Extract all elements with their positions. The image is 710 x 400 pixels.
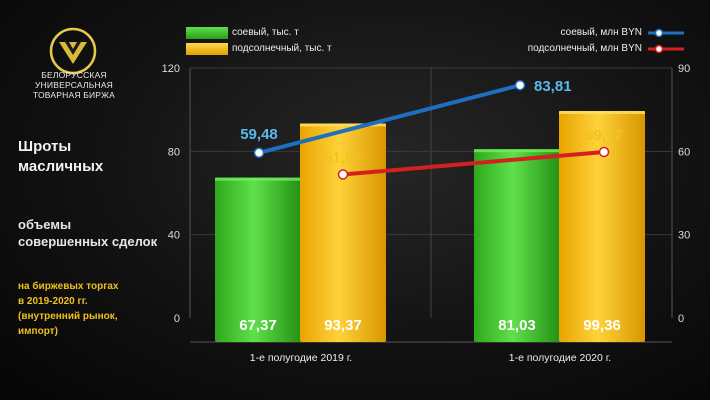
legend-label-sun-line: подсолнечный, млн BYN	[527, 43, 642, 54]
bar-top	[300, 123, 386, 127]
chart-subtitle-line: объемы	[18, 217, 72, 232]
bar	[300, 123, 386, 343]
chart-subtitle-line: совершенных сделок	[18, 234, 158, 249]
exchange-logo-icon	[49, 27, 97, 75]
series-line	[258, 83, 521, 155]
bar	[215, 177, 301, 342]
chart-note-line: на биржевых торгах	[18, 281, 119, 292]
series-point	[514, 79, 526, 91]
exchange-name: БЕЛОРУССКАЯ УНИВЕРСАЛЬНАЯ ТОВАРНАЯ БИРЖА	[14, 70, 134, 100]
legend-label-sun-bar: подсолнечный, тыс. т	[232, 43, 332, 54]
exchange-name-line: ТОВАРНАЯ БИРЖА	[32, 90, 116, 100]
y-right-tick-label: 30	[678, 230, 690, 242]
bar-data-label: 81,03	[498, 317, 536, 334]
series-line	[342, 149, 605, 177]
bar-top	[474, 149, 560, 153]
series-point	[337, 169, 349, 180]
exchange-name-line: УНИВЕРСАЛЬНАЯ	[34, 80, 114, 90]
bar-top	[559, 111, 645, 114]
chart-subtitle: объемы совершенных сделок	[18, 216, 178, 250]
chart-note-line: в 2019-2020 гг.	[18, 296, 88, 307]
chart-title-line: масличных	[18, 158, 104, 175]
line-data-label: 59,48	[240, 126, 278, 143]
chart-title-line: Шроты	[18, 138, 72, 155]
y-left-tick-label: 0	[174, 313, 180, 325]
line-data-label: 83,81	[534, 78, 572, 95]
chart-title: Шроты масличных	[18, 137, 168, 177]
chart-note: на биржевых торгах в 2019-2020 гг. (внут…	[18, 279, 178, 339]
y-right-tick-label: 0	[678, 313, 684, 325]
bar	[474, 149, 560, 342]
legend-label-soy-line: соевый, млн BYN	[560, 27, 642, 38]
exchange-name-line: БЕЛОРУССКАЯ	[41, 70, 107, 80]
y-left-tick-label: 80	[168, 146, 180, 158]
legend-marker-sun-line	[648, 44, 684, 54]
y-right-tick-label: 60	[678, 146, 690, 158]
line-data-label: 59,77	[585, 127, 623, 144]
chart-note-line: импорт)	[18, 326, 58, 337]
series-point	[598, 146, 610, 158]
line-data-label: 51,67	[324, 149, 362, 166]
bar-data-label: 93,37	[324, 317, 362, 334]
x-category-label: 1-е полугодие 2019 г.	[250, 352, 352, 364]
y-left-tick-label: 120	[162, 63, 180, 75]
y-right-tick-label: 90	[678, 63, 690, 75]
x-category-label: 1-е полугодие 2020 г.	[509, 352, 611, 364]
legend-label-soy-bar: соевый, тыс. т	[232, 27, 299, 38]
chart-note-line: (внутренний рынок,	[18, 311, 118, 322]
legend-marker-soy-line	[648, 28, 684, 38]
bar-data-label: 67,37	[239, 317, 277, 334]
bar-top	[215, 177, 301, 181]
legend-swatch-sun-bar	[186, 43, 228, 55]
y-left-tick-label: 40	[168, 230, 180, 242]
bar	[559, 111, 645, 342]
series-point	[253, 147, 265, 159]
legend-swatch-soy-bar	[186, 27, 228, 39]
bar-data-label: 99,36	[583, 317, 621, 334]
